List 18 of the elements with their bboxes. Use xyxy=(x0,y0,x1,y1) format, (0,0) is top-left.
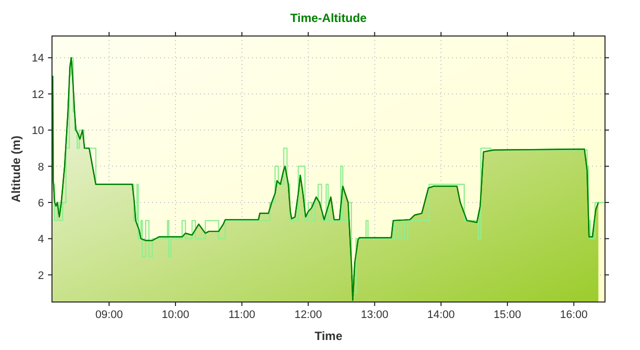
x-tick-label: 12:00 xyxy=(294,309,322,321)
y-tick-label: 14 xyxy=(32,52,44,65)
y-tick-label: 8 xyxy=(38,161,44,174)
x-tick-label: 14:00 xyxy=(427,309,455,321)
x-tick-label: 15:00 xyxy=(494,309,522,321)
x-tick-label: 13:00 xyxy=(360,309,388,321)
y-tick-label: 2 xyxy=(38,270,44,282)
y-tick-label: 10 xyxy=(32,125,44,138)
y-axis-title: Altitude (m) xyxy=(9,136,23,202)
y-tick-label: 12 xyxy=(32,88,44,101)
x-tick-label: 10:00 xyxy=(162,309,190,321)
y-tick-label: 4 xyxy=(38,234,44,246)
chart-title: Time-Altitude xyxy=(290,11,368,25)
x-axis-title: Time xyxy=(314,329,343,343)
x-tick-label: 09:00 xyxy=(95,309,123,321)
y-tick-label: 6 xyxy=(38,197,44,210)
x-tick-label: 11:00 xyxy=(228,309,256,321)
x-tick-label: 16:00 xyxy=(560,309,588,321)
